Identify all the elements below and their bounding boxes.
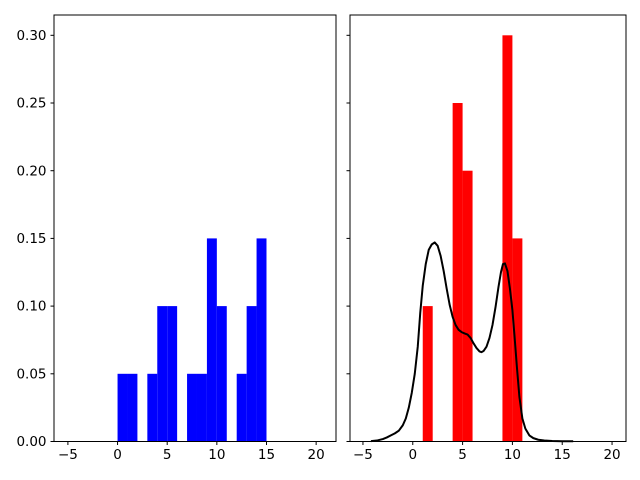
y-tick-label: 0.20 (16, 163, 46, 179)
left-hist-bar (157, 306, 168, 442)
x-tick-label: 5 (458, 447, 467, 463)
left-hist-bar (127, 373, 138, 442)
y-tick-label: 0.05 (16, 366, 46, 382)
left-hist-bar (196, 373, 207, 442)
left-hist-bar (216, 306, 227, 442)
right-hist-bar (462, 170, 473, 442)
y-tick-label: 0.15 (16, 231, 46, 247)
right-hist-bar (502, 35, 513, 442)
y-tick-label: 0.00 (16, 434, 46, 450)
left-hist-bar (187, 373, 197, 442)
x-tick-label: 0 (408, 447, 417, 463)
right-hist-bar (512, 238, 523, 442)
left-hist-bar (117, 373, 128, 442)
y-tick-label: 0.30 (16, 28, 46, 44)
left-hist-bar (236, 373, 247, 442)
y-tick-label: 0.25 (16, 96, 46, 112)
left-hist-bar (147, 373, 158, 442)
y-tick-label: 0.10 (16, 299, 46, 315)
x-tick-label: 15 (258, 447, 275, 463)
left-hist-bar (246, 306, 257, 442)
right-hist-bar (452, 103, 463, 442)
right-hist-bar (422, 306, 433, 442)
x-tick-label: 20 (603, 447, 620, 463)
right-axes-border (349, 14, 627, 442)
left-axes-border (53, 14, 337, 442)
x-tick-label: 0 (113, 447, 122, 463)
left-hist-bar (206, 238, 217, 442)
x-tick-label: 10 (208, 447, 225, 463)
left-hist-bar (256, 238, 267, 442)
x-tick-label: 5 (163, 447, 172, 463)
x-tick-label: 10 (504, 447, 521, 463)
right-axes-background (350, 15, 626, 442)
kde-curve (370, 241, 574, 443)
x-tick-label: −5 (353, 447, 373, 463)
left-axes-background (54, 15, 336, 442)
x-tick-label: 15 (554, 447, 571, 463)
x-tick-label: 20 (308, 447, 325, 463)
x-tick-label: −5 (58, 447, 78, 463)
left-hist-bar (167, 306, 178, 442)
